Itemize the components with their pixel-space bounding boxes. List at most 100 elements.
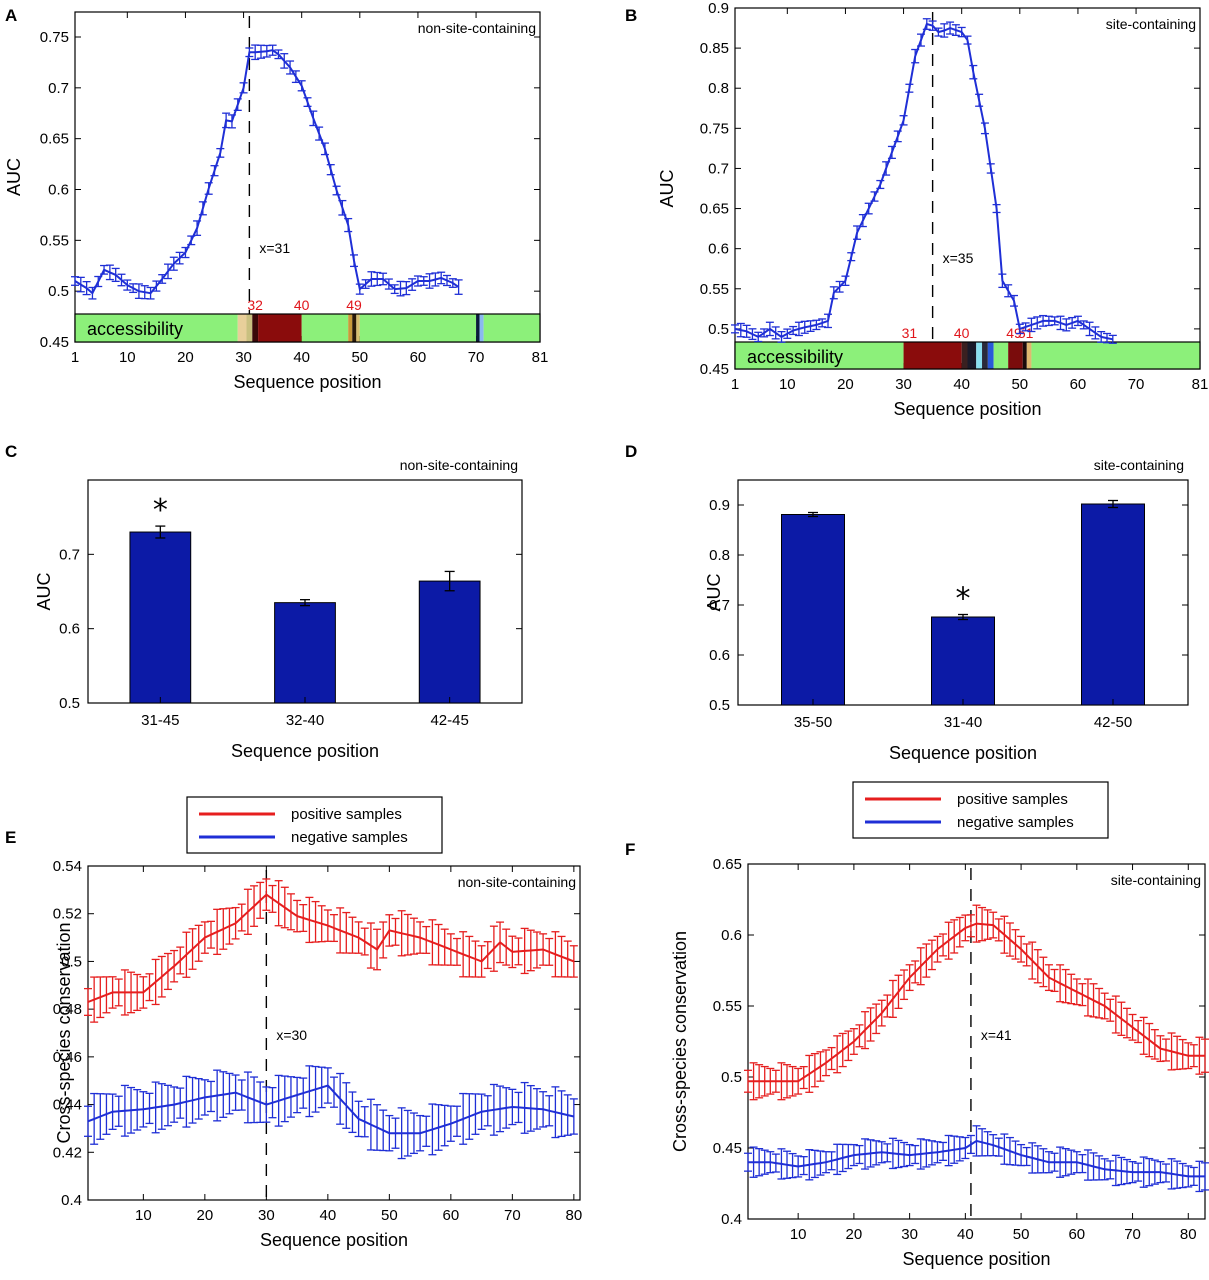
track-segment	[1022, 342, 1027, 369]
track-segment	[982, 342, 988, 369]
marker-label: x=31	[259, 240, 290, 256]
x-axis-label: Sequence position	[889, 743, 1037, 763]
significance-star: *	[956, 582, 971, 617]
track-segment	[252, 314, 259, 342]
panel-label: E	[5, 828, 16, 847]
x-tick-label: 20	[197, 1207, 214, 1224]
bar	[931, 616, 995, 706]
y-tick-label: 0.8	[708, 80, 729, 97]
y-tick-label: 0.52	[53, 906, 82, 923]
y-tick-label: 0.8	[709, 547, 730, 564]
x-tick-label: 70	[1128, 376, 1145, 393]
y-tick-label: 0.54	[53, 858, 82, 875]
x-tick-label: 20	[837, 376, 854, 393]
y-axis-label: AUC	[34, 572, 54, 610]
track-segment	[301, 314, 349, 342]
bar	[781, 514, 845, 706]
legend-entry: negative samples	[291, 829, 408, 846]
panel-d: D 0.5 0.6 0.7 0.8 0.9 35-50 31-40 * 42-50 Sequence…	[625, 442, 1189, 763]
y-tick-label: 0.42	[53, 1144, 82, 1161]
category-label: 32-40	[286, 712, 324, 729]
track-position-label: 49	[346, 297, 362, 313]
category-label: 35-50	[794, 714, 832, 731]
x-tick-label: 20	[177, 349, 194, 366]
track-label: accessibility	[747, 347, 843, 367]
track-position-label: 32	[247, 297, 263, 313]
x-tick-label: 30	[895, 376, 912, 393]
y-tick-label: 0.5	[48, 283, 69, 300]
track-position-label: 40	[294, 297, 310, 313]
legend-entry: positive samples	[291, 806, 402, 823]
y-tick-label: 0.7	[48, 80, 69, 97]
legend-box	[852, 781, 1109, 839]
track-segment	[479, 314, 484, 342]
y-tick-label: 0.45	[40, 334, 69, 351]
y-tick-label: 0.4	[61, 1192, 82, 1209]
panel-a: A 0.45 0.5 0.55 0.6 0.65 0.7 0.75 1 10 20 30 40 50 60 7…	[4, 6, 548, 392]
marker-label: x=35	[943, 250, 974, 266]
panel-annotation: non-site-containing	[458, 874, 576, 890]
x-tick-label: 10	[135, 1207, 152, 1224]
x-tick-label: 80	[1180, 1226, 1197, 1243]
x-tick-label: 1	[731, 376, 739, 393]
legend-entry: negative samples	[957, 814, 1074, 831]
x-tick-label: 70	[1124, 1226, 1141, 1243]
track-segment	[1026, 342, 1032, 369]
x-axis-label: Sequence position	[231, 741, 379, 761]
panel-c: C 0.5 0.6 0.7 31-45 * 32-40 42-45 Sequence posit…	[5, 442, 523, 761]
panel-f: F 0.4 0.45 0.5 0.55 0.6 0.65 10 20 30 40 50 60 70 80 Se…	[625, 781, 1209, 1269]
plot-frame	[87, 865, 581, 1201]
track-segment	[993, 342, 1000, 369]
legend: positive samples negative samples	[852, 781, 1109, 839]
y-tick-label: 0.5	[708, 321, 729, 338]
x-tick-label: 30	[901, 1226, 918, 1243]
x-axis-label: Sequence position	[233, 372, 381, 392]
series-negative-samples	[744, 1125, 1209, 1193]
track-label: accessibility	[87, 319, 183, 339]
x-tick-label: 60	[443, 1207, 460, 1224]
panel-annotation: non-site-containing	[400, 457, 518, 473]
series-line	[734, 22, 1114, 341]
y-tick-label: 0.4	[721, 1211, 742, 1228]
series-positive-samples	[84, 878, 578, 1023]
y-tick-label: 0.48	[53, 1001, 82, 1018]
x-tick-label: 40	[293, 349, 310, 366]
track-segment	[359, 314, 477, 342]
track-segment	[258, 314, 302, 342]
x-tick-label: 50	[381, 1207, 398, 1224]
accessibility-track: accessibility 32 40 49	[74, 297, 541, 343]
y-tick-label: 0.65	[713, 856, 742, 873]
panel-e: E 0.4 0.42 0.44 0.46 0.48 0.5 0.52 0.54 10 20 30 40 5…	[5, 796, 582, 1250]
category-label: 42-45	[430, 712, 468, 729]
x-tick-label: 10	[790, 1226, 807, 1243]
track-segment	[246, 314, 253, 342]
track-segment	[967, 342, 977, 369]
y-tick-label: 0.6	[48, 182, 69, 199]
panel-label: A	[5, 6, 17, 25]
panel-b: B 0.45 0.5 0.55 0.6 0.65 0.7 0.75 0.8 0.85 0.9 1 10 2…	[625, 0, 1208, 419]
panel-label: F	[625, 840, 635, 859]
series-positive-samples	[744, 904, 1209, 1101]
x-tick-label: 20	[846, 1226, 863, 1243]
track-segment	[352, 314, 357, 342]
x-tick-label: 70	[468, 349, 485, 366]
x-tick-label: 50	[1013, 1226, 1030, 1243]
panel-annotation: non-site-containing	[418, 20, 536, 36]
y-tick-label: 0.85	[700, 40, 729, 57]
series-line	[87, 1084, 575, 1135]
x-axis-label: Sequence position	[902, 1249, 1050, 1269]
y-tick-label: 0.5	[59, 695, 80, 712]
track-segment	[999, 342, 1009, 369]
x-axis-label: Sequence position	[260, 1230, 408, 1250]
y-tick-label: 0.7	[709, 597, 730, 614]
track-position-label: 31	[902, 325, 918, 341]
y-tick-label: 0.6	[708, 241, 729, 258]
track-position-label: 49	[1006, 325, 1022, 341]
x-tick-label: 50	[1011, 376, 1028, 393]
marker-label: x=30	[276, 1027, 307, 1043]
marker-label: x=41	[981, 1027, 1012, 1043]
series-negative-samples	[84, 1065, 578, 1160]
y-tick-label: 0.6	[59, 621, 80, 638]
y-tick-label: 0.65	[40, 131, 69, 148]
